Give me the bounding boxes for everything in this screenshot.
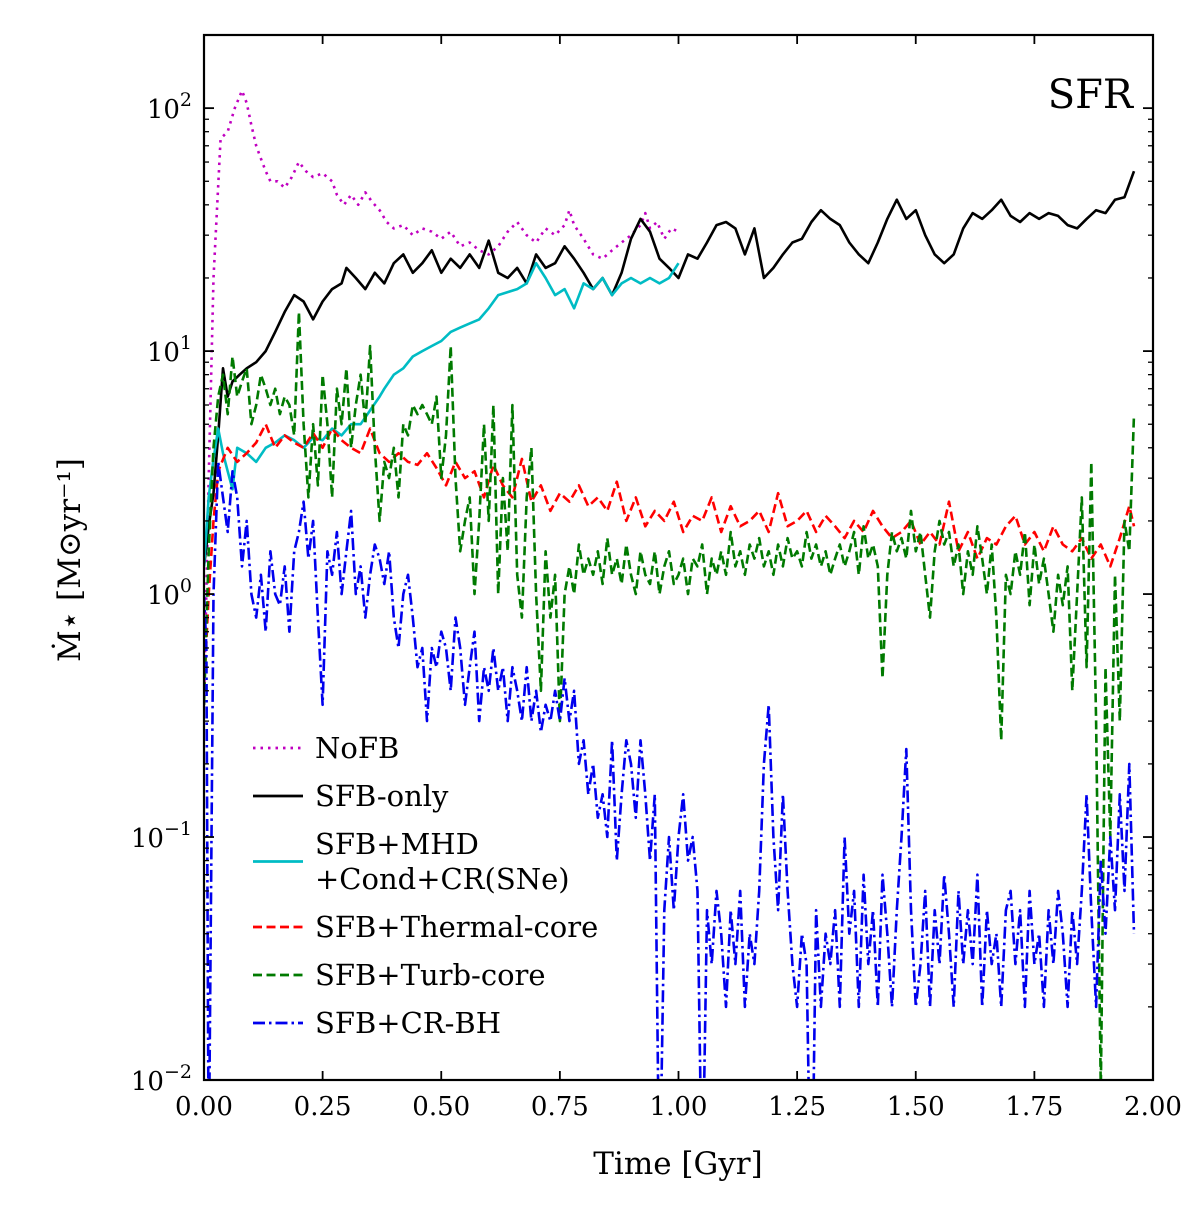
series-layer <box>204 89 1136 1080</box>
y-tick-label: 10−1 <box>131 818 192 854</box>
x-tick-label: 0.50 <box>412 1092 470 1122</box>
x-axis-title: Time [Gyr] <box>593 1146 762 1182</box>
legend-label-5: SFB+CR-BH <box>315 1006 501 1040</box>
series-line-4 <box>204 310 1136 1080</box>
x-tick-label: 0.75 <box>531 1092 589 1122</box>
legend-label-3: SFB+Thermal-core <box>315 910 598 944</box>
x-tick-label: 2.00 <box>1124 1092 1182 1122</box>
y-axis-title: Ṁ⋆ [M⊙yr⁻¹] <box>50 458 88 662</box>
y-tick-label: 102 <box>147 89 192 125</box>
legend-label-2: SFB+MHD <box>315 827 479 861</box>
x-tick-label: 1.75 <box>1005 1092 1063 1122</box>
x-tick-label: 0.00 <box>175 1092 233 1122</box>
y-tick-label: 101 <box>147 332 192 368</box>
legend-label-0: NoFB <box>315 731 399 765</box>
x-tick-label: 0.25 <box>294 1092 352 1122</box>
y-tick-label: 100 <box>147 575 192 611</box>
tick-layer: 0.00 0.25 0.50 0.75 1.00 1.25 1.50 1.75 2.00 10−2… <box>131 34 1182 1122</box>
series-line-5 <box>204 460 1136 1080</box>
legend: NoFB SFB-only SFB+MHD+Cond+CR(SNe) SFB+Ther… <box>253 731 598 1040</box>
series-line-1 <box>204 170 1136 567</box>
y-tick-label: 10−2 <box>131 1061 192 1097</box>
legend-label-1: SFB-only <box>315 779 449 813</box>
series-line-0 <box>204 89 680 705</box>
legend-label-2: +Cond+CR(SNe) <box>315 862 570 896</box>
x-tick-label: 1.50 <box>887 1092 945 1122</box>
x-tick-label: 1.25 <box>768 1092 826 1122</box>
panel-label: SFR <box>1048 72 1135 118</box>
x-tick-label: 1.00 <box>650 1092 708 1122</box>
series-line-2 <box>204 261 680 567</box>
legend-label-4: SFB+Turb-core <box>315 958 546 992</box>
